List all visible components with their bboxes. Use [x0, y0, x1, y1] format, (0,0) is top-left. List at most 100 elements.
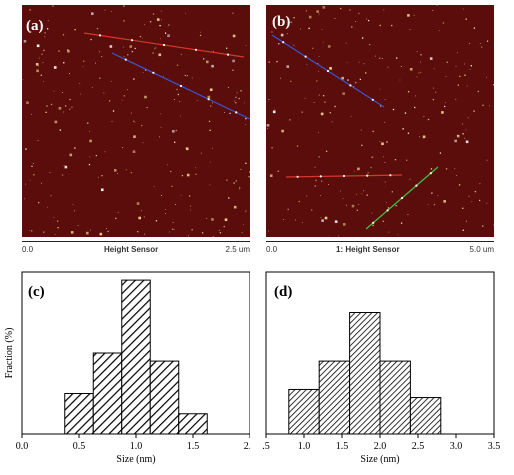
afm-particle [69, 98, 71, 101]
afm-particle [381, 58, 383, 60]
afm-particle [442, 22, 445, 24]
afm-particle [462, 229, 464, 231]
afm-particle [397, 234, 399, 236]
afm-particle [271, 31, 273, 33]
afm-particle [89, 156, 91, 158]
afm-particle [267, 128, 269, 130]
afm-particle [175, 204, 176, 205]
afm-particle [133, 120, 135, 122]
afm-particle [209, 161, 211, 163]
afm-particle [439, 152, 442, 154]
afm-particle [25, 148, 27, 150]
afm-particle [160, 10, 162, 12]
afm-particle [141, 210, 142, 212]
profile-marker [179, 84, 183, 88]
afm-particle [464, 74, 466, 76]
afm-particle [392, 108, 395, 111]
afm-particle [317, 70, 319, 72]
afm-particle [371, 156, 373, 158]
afm-image-a [22, 5, 250, 237]
scalebar-a-title: Height Sensor [104, 245, 159, 254]
histogram-bar [349, 312, 381, 435]
afm-particle [278, 43, 280, 45]
afm-particle [99, 51, 100, 53]
afm-particle [455, 98, 457, 100]
afm-particle [87, 122, 89, 124]
afm-particle [154, 47, 157, 49]
afm-particle [465, 129, 467, 131]
afm-particle [235, 96, 237, 99]
afm-particle [493, 224, 494, 226]
afm-particle [149, 21, 152, 23]
afm-particle [306, 195, 308, 197]
afm-particle [199, 34, 202, 37]
afm-particle [37, 139, 39, 141]
afm-particle [359, 78, 362, 81]
scalebar-a-line [22, 241, 250, 242]
afm-particle [486, 76, 487, 78]
afm-particle [218, 229, 220, 231]
x-axis-label: Size (nm) [360, 454, 399, 465]
afm-particle [433, 203, 436, 206]
afm-particle [295, 219, 296, 221]
afm-particle [363, 63, 365, 65]
afm-particle [115, 217, 117, 220]
afm-particle [489, 105, 490, 107]
afm-particle [125, 169, 127, 171]
afm-particle [456, 175, 458, 176]
afm-particle [349, 9, 351, 11]
afm-particle [109, 45, 113, 48]
afm-particle [57, 220, 59, 222]
afm-particle [322, 41, 324, 43]
afm-particle [44, 32, 46, 34]
afm-particle [304, 97, 306, 99]
afm-particle [29, 179, 31, 181]
afm-particle [69, 153, 73, 157]
afm-particle [318, 131, 319, 133]
afm-particle [462, 207, 464, 209]
afm-particle [382, 220, 384, 222]
afm-particle [432, 98, 435, 101]
afm-particle [319, 195, 321, 196]
afm-particle [342, 92, 345, 95]
afm-particle [396, 57, 398, 59]
afm-particle [365, 72, 367, 74]
afm-particle [123, 20, 125, 22]
afm-particle [471, 201, 473, 203]
afm-particle [345, 204, 347, 206]
afm-particle [166, 164, 168, 166]
afm-particle [245, 45, 247, 46]
afm-particle [308, 27, 310, 30]
afm-particle [110, 80, 112, 82]
afm-particle [298, 200, 300, 203]
afm-particle [209, 88, 213, 92]
afm-particle [407, 214, 409, 215]
histogram-bar [318, 360, 351, 435]
afm-particle [232, 59, 235, 63]
profile-marker [98, 34, 102, 37]
afm-particle [174, 141, 176, 143]
afm-particle [123, 5, 125, 7]
afm-particle [201, 232, 204, 234]
afm-particle [152, 13, 155, 15]
afm-particle [269, 174, 273, 177]
afm-particle [170, 170, 172, 173]
histogram-d: (d) .5 1.0 1.5 2.0 2.5 3.0 3.5 Size (nm) [262, 271, 500, 465]
afm-image-b-canvas [266, 5, 494, 237]
afm-particle [62, 92, 63, 93]
y-axis-label: Fraction (%) [4, 328, 15, 379]
afm-particle [433, 87, 434, 89]
afm-particle [175, 129, 177, 132]
panel-label-a: (a) [26, 18, 44, 34]
afm-particle [209, 129, 211, 131]
afm-particle [274, 108, 276, 110]
profile-marker [162, 43, 166, 47]
afm-particle [131, 50, 134, 53]
scalebar-b-title: 1: Height Sensor [336, 245, 400, 254]
afm-particle [283, 219, 285, 220]
afm-particle [245, 124, 247, 125]
afm-particle [356, 193, 358, 195]
afm-particle [74, 147, 76, 149]
afm-particle [469, 68, 471, 70]
afm-particle [177, 93, 180, 96]
